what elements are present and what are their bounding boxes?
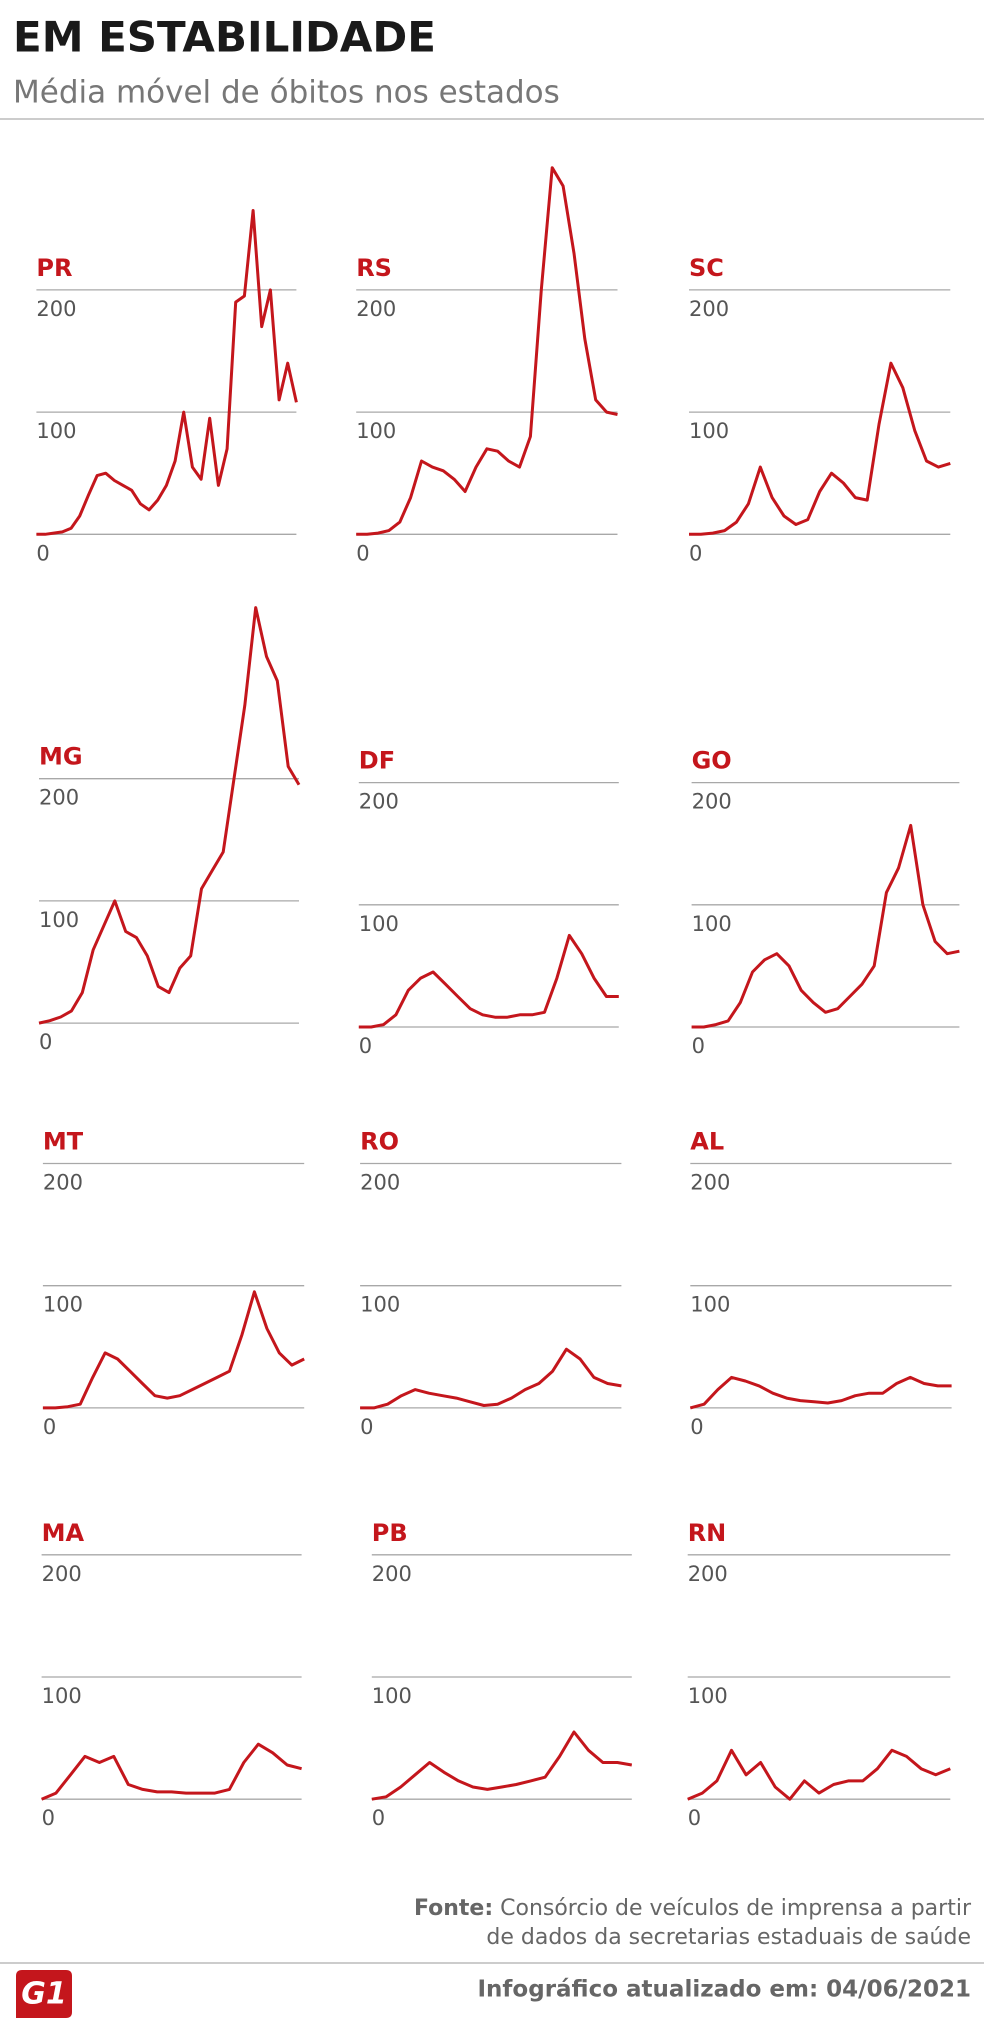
- state-label: MA: [42, 1519, 85, 1547]
- y-tick-label: 100: [42, 1684, 82, 1708]
- state-label: DF: [359, 747, 395, 775]
- series-line: [36, 209, 298, 536]
- state-label: PB: [372, 1519, 408, 1547]
- series-line: [42, 1290, 305, 1410]
- y-tick-label: 100: [39, 908, 79, 932]
- y-tick-label: 200: [43, 1171, 83, 1195]
- y-tick-label: 100: [359, 912, 399, 936]
- y-tick-label: 100: [690, 1293, 730, 1317]
- y-tick-label: 0: [42, 1806, 55, 1830]
- state-label: MT: [43, 1128, 84, 1156]
- source-text: Consórcio de veículos de imprensa a part…: [500, 1896, 972, 1921]
- y-tick-label: 0: [39, 1030, 52, 1054]
- y-tick-label: 0: [689, 541, 702, 565]
- source-text: de dados da secretarias estaduais de saú…: [486, 1925, 971, 1950]
- state-label: SC: [689, 254, 724, 282]
- source-label: Fonte:: [414, 1896, 493, 1921]
- y-tick-label: 100: [372, 1684, 412, 1708]
- series-line: [689, 1375, 952, 1410]
- y-tick-label: 0: [372, 1806, 385, 1830]
- y-tick-label: 200: [356, 297, 396, 321]
- y-tick-label: 200: [372, 1562, 412, 1586]
- state-label: RO: [360, 1128, 399, 1156]
- y-tick-label: 0: [359, 1034, 372, 1058]
- series-line: [358, 933, 619, 1029]
- state-label: RS: [356, 254, 392, 282]
- y-tick-label: 100: [689, 419, 729, 443]
- updated: Infográfico atualizado em: 04/06/2021: [477, 1977, 971, 2003]
- y-tick-label: 200: [39, 786, 79, 810]
- y-tick-label: 200: [689, 297, 729, 321]
- series-line: [356, 166, 618, 536]
- series-line: [38, 606, 301, 1025]
- y-tick-label: 100: [360, 1293, 400, 1317]
- series-line: [689, 361, 951, 536]
- y-tick-label: 100: [692, 912, 732, 936]
- y-tick-label: 100: [356, 419, 396, 443]
- y-tick-label: 100: [688, 1684, 728, 1708]
- y-tick-label: 0: [43, 1415, 56, 1439]
- series-line: [687, 1748, 951, 1801]
- state-label: RN: [688, 1519, 727, 1547]
- state-label: AL: [690, 1128, 724, 1156]
- y-tick-label: 200: [360, 1171, 400, 1195]
- y-tick-label: 200: [36, 297, 76, 321]
- y-tick-label: 0: [688, 1806, 701, 1830]
- y-tick-label: 200: [359, 790, 399, 814]
- y-tick-label: 100: [43, 1293, 83, 1317]
- series-line: [371, 1730, 633, 1801]
- y-tick-label: 200: [42, 1562, 82, 1586]
- y-tick-label: 200: [688, 1562, 728, 1586]
- y-tick-label: 200: [692, 790, 732, 814]
- y-tick-label: 0: [360, 1415, 373, 1439]
- logo: G1: [21, 1977, 67, 2012]
- series-line: [360, 1347, 622, 1410]
- series-line: [41, 1742, 302, 1801]
- y-tick-label: 0: [692, 1034, 705, 1058]
- state-label: PR: [36, 254, 72, 282]
- source-line: Fonte: Consórcio de veículos de imprensa…: [414, 1896, 972, 1921]
- state-label: MG: [39, 743, 83, 771]
- y-tick-label: 0: [36, 541, 49, 565]
- y-tick-label: 0: [356, 541, 369, 565]
- title: EM ESTABILIDADE: [13, 13, 436, 62]
- logo-shape: [16, 1970, 72, 2018]
- subtitle: Média móvel de óbitos nos estados: [13, 75, 560, 111]
- state-label: GO: [692, 747, 732, 775]
- y-tick-label: 200: [690, 1171, 730, 1195]
- y-tick-label: 100: [36, 419, 76, 443]
- series-line: [691, 823, 960, 1029]
- y-tick-label: 0: [690, 1415, 703, 1439]
